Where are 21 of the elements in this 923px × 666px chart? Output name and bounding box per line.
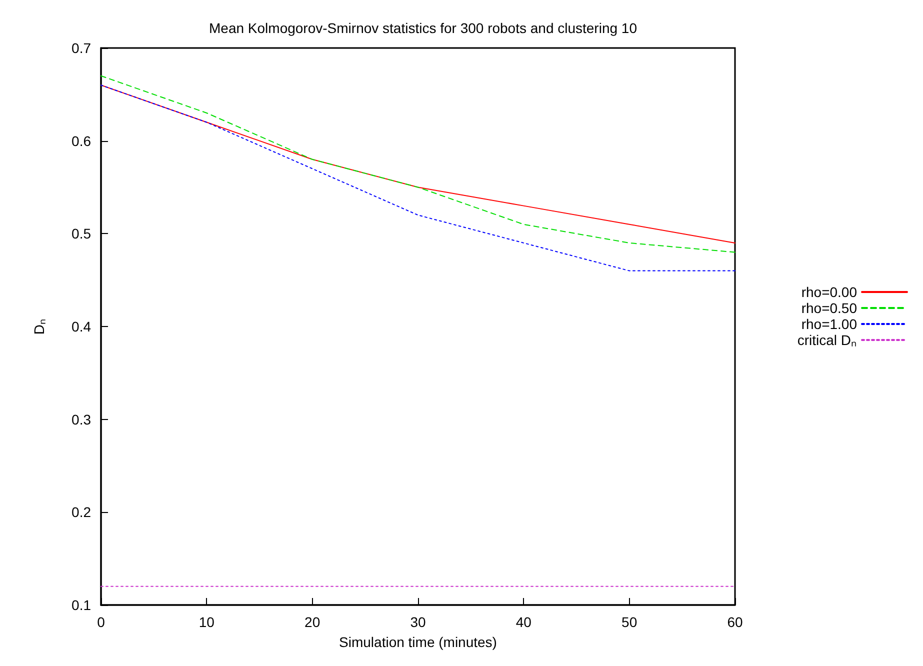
chart-title: Mean Kolmogorov-Smirnov statistics for 300 robots and clustering 10 [209,20,638,36]
legend-label: rho=0.50 [801,300,858,316]
x-axis-title: Simulation time (minutes) [339,634,497,650]
y-tick-label: 0.7 [72,40,92,56]
x-tick-label: 40 [516,614,532,630]
x-tick-label: 50 [622,614,638,630]
y-axis-title: Dₙ [31,318,47,335]
legend-label: rho=1.00 [801,316,858,332]
x-tick-label: 30 [410,614,426,630]
legend-label: critical Dₙ [797,332,857,348]
x-tick-label: 20 [304,614,320,630]
x-tick-label: 60 [727,614,743,630]
x-tick-label: 10 [198,614,215,630]
y-tick-label: 0.5 [72,226,92,242]
y-tick-label: 0.4 [72,318,92,334]
y-tick-label: 0.3 [72,411,92,428]
legend-label: rho=0.00 [801,284,858,300]
y-tick-label: 0.1 [72,597,92,613]
y-tick-label: 0.2 [72,504,92,520]
x-tick-label: 0 [97,614,106,630]
y-tick-label: 0.6 [72,132,92,149]
